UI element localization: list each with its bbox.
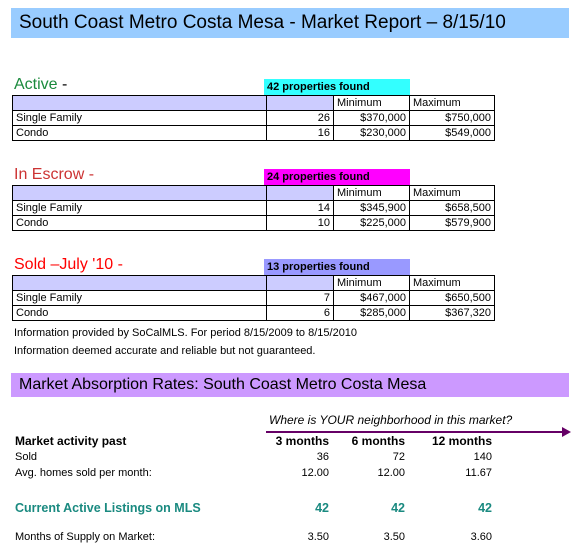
table-header-row: Minimum Maximum [12,185,495,201]
title-bar [11,8,569,38]
section-heading-escrow: In Escrow - [14,166,95,183]
avg-6m: 12.00 [377,467,405,479]
table-row: Single Family 14 $345,900 $658,500 [12,200,495,216]
header-minimum: Minimum [333,185,410,201]
sold-3m: 36 [316,451,329,463]
supply-3m: 3.50 [307,531,329,543]
row-type: Condo [12,215,267,231]
disclaimer-note: Information deemed accurate and reliable… [14,345,316,357]
supply-12m: 3.60 [470,531,492,543]
table-header-row: Minimum Maximum [12,275,495,291]
header-minimum: Minimum [333,275,410,291]
row-max: $367,320 [409,305,495,321]
table-row: Single Family 7 $467,000 $650,500 [12,290,495,306]
table-sold: Minimum Maximum Single Family 7 $467,000… [12,275,495,321]
period-12-months: 12 months [432,434,493,448]
absorption-title: Market Absorption Rates: South Coast Met… [19,376,427,393]
row-min: $230,000 [333,125,410,141]
arrow-right-icon [266,427,571,437]
section-heading-sold: Sold –July '10 - [14,256,123,273]
row-count: 10 [266,215,334,231]
supply-6m: 3.50 [383,531,405,543]
active-6m: 42 [391,501,405,515]
table-row: Condo 6 $285,000 $367,320 [12,305,495,321]
source-note: Information provided by SoCalMLS. For pe… [14,327,358,339]
row-count: 7 [266,290,334,306]
header-type-cell [12,95,267,111]
neighborhood-question: Where is YOUR neighborhood in this marke… [269,413,513,427]
row-min: $345,900 [333,200,410,216]
table-header-row: Minimum Maximum [12,95,495,111]
row-max: $658,500 [409,200,495,216]
row-type: Single Family [12,200,267,216]
period-3-months: 3 months [275,434,329,448]
row-count: 16 [266,125,334,141]
absorption-title-bar [11,373,569,397]
row-max: $650,500 [409,290,495,306]
table-row: Condo 16 $230,000 $549,000 [12,125,495,141]
row-type: Single Family [12,290,267,306]
row-min: $467,000 [333,290,410,306]
period-6-months: 6 months [351,434,405,448]
avg-3m: 12.00 [301,467,329,479]
table-active: Minimum Maximum Single Family 26 $370,00… [12,95,495,141]
header-count-cell [266,185,334,201]
section-heading-active: Active - [14,76,67,94]
row-max: $750,000 [409,110,495,126]
heading-active-text: Active [14,76,58,93]
row-max: $549,000 [409,125,495,141]
header-maximum: Maximum [409,185,495,201]
table-escrow: Minimum Maximum Single Family 14 $345,90… [12,185,495,231]
row-min: $370,000 [333,110,410,126]
active-listings-label: Current Active Listings on MLS [15,501,201,515]
row-max: $579,900 [409,215,495,231]
row-type: Condo [12,125,267,141]
table-row: Condo 10 $225,000 $579,900 [12,215,495,231]
header-minimum: Minimum [333,95,410,111]
header-maximum: Maximum [409,95,495,111]
row-count: 6 [266,305,334,321]
active-3m: 42 [315,501,329,515]
sold-12m: 140 [473,451,492,463]
avg-label: Avg. homes sold per month: [15,467,152,479]
supply-label: Months of Supply on Market: [15,531,156,543]
header-type-cell [12,275,267,291]
sold-label: Sold [15,451,38,463]
row-count: 26 [266,110,334,126]
row-type: Condo [12,305,267,321]
active-12m: 42 [478,501,492,515]
avg-12m: 11.67 [465,467,492,479]
table-row: Single Family 26 $370,000 $750,000 [12,110,495,126]
row-count: 14 [266,200,334,216]
page-title: South Coast Metro Costa Mesa - Market Re… [19,12,506,33]
row-type: Single Family [12,110,267,126]
market-activity-label: Market activity past [15,434,127,448]
found-badge-escrow: 24 properties found [264,169,410,185]
header-count-cell [266,95,334,111]
found-badge-sold: 13 properties found [264,259,410,275]
heading-active-suffix: - [57,76,68,93]
header-count-cell [266,275,334,291]
row-min: $285,000 [333,305,410,321]
found-badge-active: 42 properties found [264,79,410,95]
row-min: $225,000 [333,215,410,231]
sold-6m: 72 [392,451,405,463]
header-maximum: Maximum [409,275,495,291]
header-type-cell [12,185,267,201]
